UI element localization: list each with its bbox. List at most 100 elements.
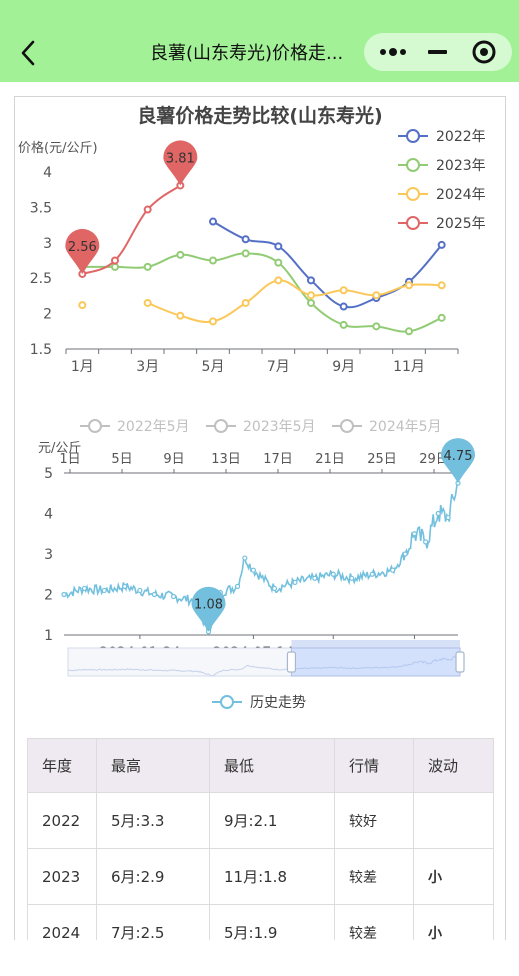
pin-label: 2.56 [68,240,97,255]
chevron-left-icon [21,40,35,66]
data-point [209,317,217,326]
legend-item[interactable]: 2024年 [398,187,486,203]
y-tick-label: 4 [44,507,53,523]
legend-item[interactable]: 历史走势 [212,695,306,710]
data-point [61,591,67,598]
legend-label: 2022年 [436,129,486,145]
pin-shape [441,438,475,484]
zoom-track[interactable] [67,647,461,677]
data-point [307,298,315,307]
pin-shape [191,586,226,632]
legend-marker [88,419,102,433]
data-point [437,281,446,290]
data-point [372,322,381,331]
data-point [241,235,250,244]
price-summary-table: 年度 最高 最低 行情 波动 2022 5月:3.3 9月:2.1 较好 202… [27,738,494,961]
bottom-safe-area [0,940,519,976]
data-point [176,250,185,259]
y-tick-label: 1.5 [30,342,52,358]
data-point [111,256,119,265]
data-point [435,510,441,517]
y-tick-label: 2 [43,307,52,323]
data-point [170,593,177,600]
data-point [349,575,355,581]
legend-item[interactable]: 2023年5月 [206,419,316,435]
back-button[interactable] [14,36,44,70]
cell-trend: 较差 [334,848,414,905]
chart-title: 良薯价格走势比较(山东寿光) [137,104,382,127]
data-point [241,298,250,307]
data-point [78,301,87,310]
y-tick-label: 2.5 [30,271,52,287]
cell-trend: 较好 [334,792,414,849]
cell-low: 9月:2.1 [209,792,335,849]
legend-label: 2025年 [436,216,486,232]
data-point [423,539,429,545]
column-header-year: 年度 [27,738,97,793]
value-pin-marker: 4.75 [441,438,475,484]
x-tick-label: 7月 [267,359,290,375]
data-point [209,217,217,226]
more-button[interactable] [372,33,414,71]
data-point [339,320,348,329]
legend-label: 2022年5月 [117,419,190,435]
legend-item[interactable]: 2025年 [398,216,486,232]
data-point [101,587,107,594]
target-circle-icon [472,40,496,64]
data-point [307,291,315,300]
zoom-handle[interactable] [286,651,297,673]
pin-label: 4.75 [444,449,473,464]
legend-marker [340,419,354,433]
top-axis-label: 1日 [59,452,80,467]
legend-marker [406,187,420,201]
data-point [274,258,283,267]
table-row: 2022 5月:3.3 9月:2.1 较好 [27,792,494,849]
y-tick-label: 1 [44,628,53,644]
price-comparison-chart: 良薯价格走势比较(山东寿光) 价格(元/公斤) 1.5 2 2.5 3 3.5 4 1月 3月… [18,104,486,375]
cell-high: 5月:3.3 [96,792,210,849]
data-point [339,286,348,295]
cell-volatility [413,792,494,849]
value-pin-marker: 1.08 [191,586,226,632]
data-point [241,249,250,258]
data-point [81,585,88,592]
legend-item[interactable]: 2024年5月 [332,419,442,435]
series-line [147,279,442,323]
data-point [437,313,446,322]
series-2022年 [209,217,446,311]
zoom-window[interactable] [290,647,461,677]
data-point [445,514,451,521]
data-point [292,579,298,585]
pin-shape [65,228,100,274]
data-point [176,311,185,320]
zoom-window-bar[interactable] [291,640,460,648]
legend-item[interactable]: 2023年 [398,158,486,174]
data-point [437,240,446,249]
pin-shape [163,140,198,186]
data-point [250,567,257,573]
series-2024年 [78,276,446,326]
minimize-button[interactable] [420,33,456,71]
data-point [330,571,336,577]
legend-marker [220,695,234,709]
close-button[interactable] [466,33,506,71]
legend-label: 2023年5月 [243,419,316,435]
y-tick-label: 3 [43,236,52,252]
legend-item[interactable]: 2022年5月 [80,419,190,435]
data-point [143,298,152,307]
pin-label: 1.08 [194,598,223,613]
y-tick-label: 3.5 [30,200,52,216]
value-pin-marker: 3.81 [163,140,198,186]
top-axis-label: 25日 [367,452,397,467]
y-tick-label: 2 [44,588,53,604]
data-point [405,327,413,336]
zoom-handle[interactable] [455,651,465,673]
data-point [143,262,152,271]
y-axis-label: 元/公斤 [38,441,81,456]
legend-item[interactable]: 2022年 [398,129,486,145]
legend-label: 2024年 [436,187,486,203]
top-axis-label: 9日 [163,452,184,467]
data-point [122,583,128,589]
y-axis-label: 价格(元/公斤) [18,140,98,156]
series-line [81,184,181,275]
